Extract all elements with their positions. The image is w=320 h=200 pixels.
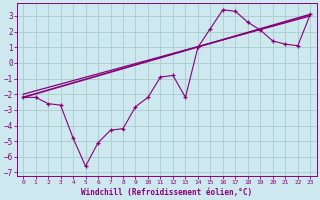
- X-axis label: Windchill (Refroidissement éolien,°C): Windchill (Refroidissement éolien,°C): [81, 188, 252, 197]
